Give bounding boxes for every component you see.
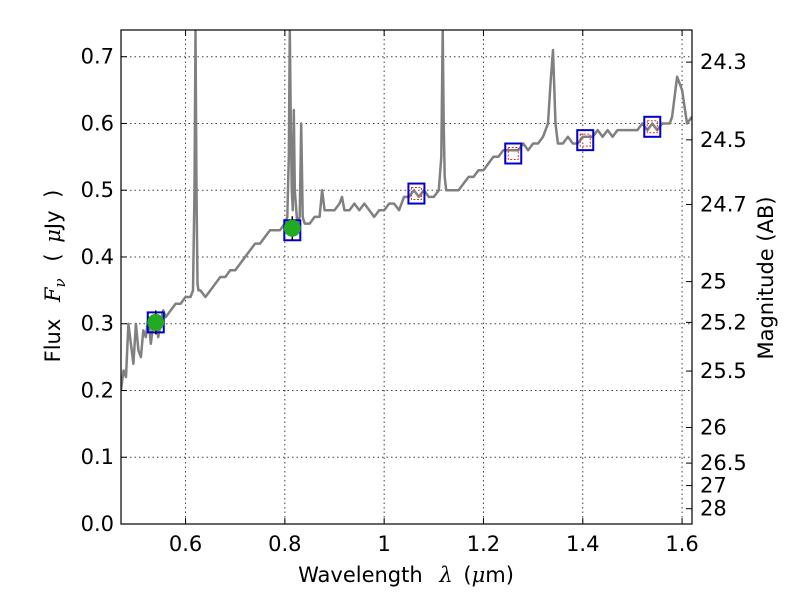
bandpass-box xyxy=(576,129,595,152)
model-point xyxy=(410,187,422,201)
x-tick-label: 1.2 xyxy=(467,532,500,556)
bandpass-box xyxy=(643,115,662,138)
photometry-point xyxy=(283,219,301,237)
spectrum-line xyxy=(121,30,692,391)
y-axis-title-unit-open: ( xyxy=(41,253,65,261)
x-tick-label: 0.8 xyxy=(268,532,301,556)
y-axis-title-unit-rest: Jy xyxy=(41,210,65,231)
x-axis-title-unit-mu: μ xyxy=(472,563,486,587)
y-axis-title-subscript: ν xyxy=(51,278,69,287)
y-tick-label: 0.5 xyxy=(81,178,114,202)
model-point xyxy=(646,120,658,134)
y-tick-label: 0.0 xyxy=(81,512,114,536)
y2-tick-label: 28 xyxy=(700,497,727,521)
bandpass-box xyxy=(407,182,426,205)
y2-tick-label: 24.3 xyxy=(700,50,747,74)
x-axis-title-symbol: λ xyxy=(438,563,452,587)
y-axis-title-unit-close: ) xyxy=(41,190,65,198)
model-point xyxy=(507,147,519,160)
y-axis-title: Flux Fν ( μJy ) xyxy=(41,190,70,363)
y2-axis-title: Magnitude (AB) xyxy=(754,196,778,359)
y-axis-title-symbol: F xyxy=(41,286,65,303)
y2-tick-label: 24.5 xyxy=(700,128,747,152)
x-tick-label: 1.6 xyxy=(665,532,698,556)
x-axis-title-unit-open: ( xyxy=(463,563,471,587)
y-tick-label: 0.7 xyxy=(81,45,114,69)
x-axis-title-unit-rest: m) xyxy=(485,563,514,587)
points-layer xyxy=(146,115,662,335)
x-tick-label: 1 xyxy=(377,532,390,556)
y2-tick-label: 26.5 xyxy=(700,451,747,475)
bandpass-box xyxy=(504,142,523,165)
y2-tick-label: 25 xyxy=(700,270,727,294)
x-tick-label: 0.6 xyxy=(169,532,202,556)
y2-tick-label: 25.5 xyxy=(700,359,747,383)
x-axis-title: Wavelength λ (μm) xyxy=(298,563,514,587)
ticks-layer: 0.6 0.8 1 1.2 1.4 1.6 0.0 0.1 0.2 0.3 0.4 0.5 0.6 0.7… xyxy=(81,30,747,556)
plot-frame xyxy=(120,29,693,525)
y-tick-label: 0.3 xyxy=(81,312,114,336)
grid-lines xyxy=(121,30,692,525)
y2-tick-label: 25.2 xyxy=(700,310,747,334)
photometry-point xyxy=(147,313,165,331)
y-tick-label: 0.6 xyxy=(81,111,114,135)
y2-tick-label: 24.7 xyxy=(700,192,747,216)
y-axis-title-unit-mu: μ xyxy=(41,229,65,243)
y2-tick-label: 27 xyxy=(700,474,727,498)
y-tick-label: 0.4 xyxy=(81,245,114,269)
spectrum-layer xyxy=(121,30,692,391)
y-tick-label: 0.1 xyxy=(81,445,114,469)
x-tick-label: 1.4 xyxy=(566,532,599,556)
y2-tick-label: 26 xyxy=(700,416,727,440)
x-axis-title-prefix: Wavelength xyxy=(298,563,423,587)
y-axis-title-prefix: Flux xyxy=(41,319,65,363)
model-point xyxy=(579,133,591,147)
y-tick-label: 0.2 xyxy=(81,378,114,402)
